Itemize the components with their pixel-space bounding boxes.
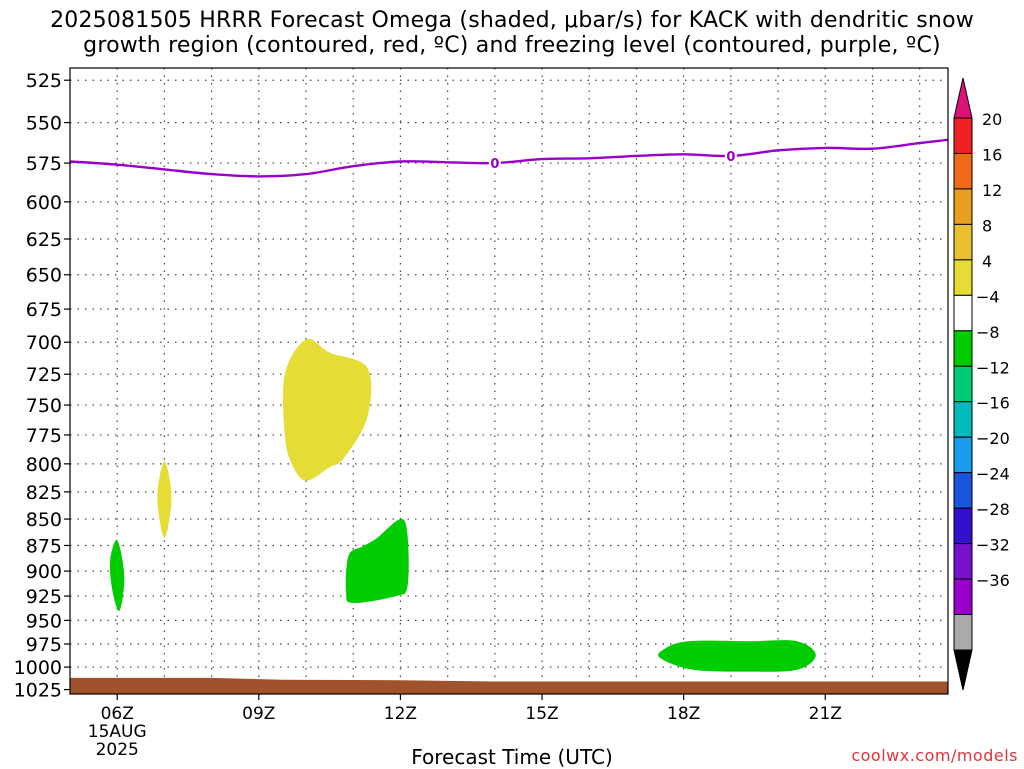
omega-positive-4-8-a [282,338,372,481]
colorbar-band [953,259,973,296]
plot-frame [69,67,949,695]
x-tick-label: 21Z [809,704,842,724]
x-tick-label: 18Z [667,704,700,724]
x-tick-sublabel: 2025 [96,740,139,760]
colorbar-bottom-arrow [953,649,973,691]
colorbar-level-label: 20 [982,110,1002,129]
y-tick-label: 850 [26,509,62,531]
colorbar-band [953,365,973,403]
y-tick-label: 750 [26,395,62,417]
contour-label-bg [488,155,501,172]
chart-title-line-1: 2025081505 HRRR Forecast Omega (shaded, … [50,8,974,33]
contour-label-bg [724,147,737,164]
y-tick-label: 950 [26,610,62,632]
y-tick-label: 900 [26,561,62,583]
x-tick-label: 09Z [242,704,275,724]
y-tick-label: 525 [26,70,62,92]
colorbar: 20 16 12 8 4 −4 −8 −12 −16 −20 −24 −28 −32 −36 [953,77,1010,691]
x-axis-label: Forecast Time (UTC) [411,745,613,769]
colorbar-level-label: 4 [982,252,992,271]
freezing-level-line [69,138,949,178]
ground-layer [70,677,948,694]
colorbar-band [953,188,973,225]
colorbar-band [953,401,973,438]
y-tick-label: 575 [26,153,62,175]
y-tick-label: 800 [26,454,62,476]
x-tick-sublabel: 15AUG [88,722,147,742]
axes: 525 550 575 600 625 650 675 700 725 750 775 800 825 8… [14,67,949,760]
colorbar-level-label: −4 [976,287,1000,306]
y-tick-label: 925 [26,586,62,608]
colorbar-level-label: −28 [976,500,1010,519]
ground-fill [70,677,948,694]
y-tick-label: 550 [26,113,62,135]
omega-negative-4-8-b [345,519,409,603]
colorbar-level-label: −8 [976,323,1000,342]
y-tick-label: 675 [26,299,62,321]
colorbar-band [953,507,973,545]
colorbar-band [953,223,973,261]
x-tick-label: 12Z [384,704,417,724]
contour-label: 0 [490,157,499,172]
x-tick-label: 06Z [101,704,134,724]
omega-shading [109,338,816,672]
y-tick-label: 650 [26,265,62,287]
colorbar-band [953,294,973,332]
omega-positive-4-8-b [157,461,172,539]
y-tick-label: 700 [26,332,62,354]
colorbar-level-label: −36 [976,571,1010,590]
contour-label: 0 [726,150,735,165]
chart-title-line-2: growth region (contoured, red, ºC) and f… [83,33,941,58]
colorbar-top-arrow [953,77,973,119]
colorbar-band [953,614,973,651]
colorbar-level-label: −32 [976,536,1010,555]
colorbar-band [953,117,973,154]
y-tick-label: 975 [26,634,62,656]
y-tick-label: 1025 [14,680,62,702]
colorbar-level-label: −12 [976,358,1010,377]
y-tick-label: 625 [26,229,62,251]
colorbar-level-label: −24 [976,465,1010,484]
colorbar-band [953,578,973,616]
colorbar-band [953,436,973,474]
colorbar-band [953,152,973,190]
y-tick-label: 825 [26,482,62,504]
omega-negative-4-8-c [658,640,816,672]
colorbar-level-label: 16 [982,145,1002,164]
y-tick-label: 1000 [14,657,62,679]
colorbar-band [953,543,973,580]
colorbar-level-label: −16 [976,394,1010,413]
colorbar-level-label: 8 [982,216,992,235]
y-tick-label: 725 [26,364,62,386]
y-tick-label: 775 [26,425,62,447]
colorbar-band [953,330,973,367]
omega-negative-4-8-a [109,539,125,611]
colorbar-band [953,472,973,509]
colorbar-level-label: −20 [976,429,1010,448]
colorbar-level-label: 12 [982,181,1002,200]
x-tick-label: 15Z [525,704,558,724]
y-tick-label: 600 [26,192,62,214]
source-credit: coolwx.com/models [851,746,1018,765]
y-tick-label: 875 [26,535,62,557]
